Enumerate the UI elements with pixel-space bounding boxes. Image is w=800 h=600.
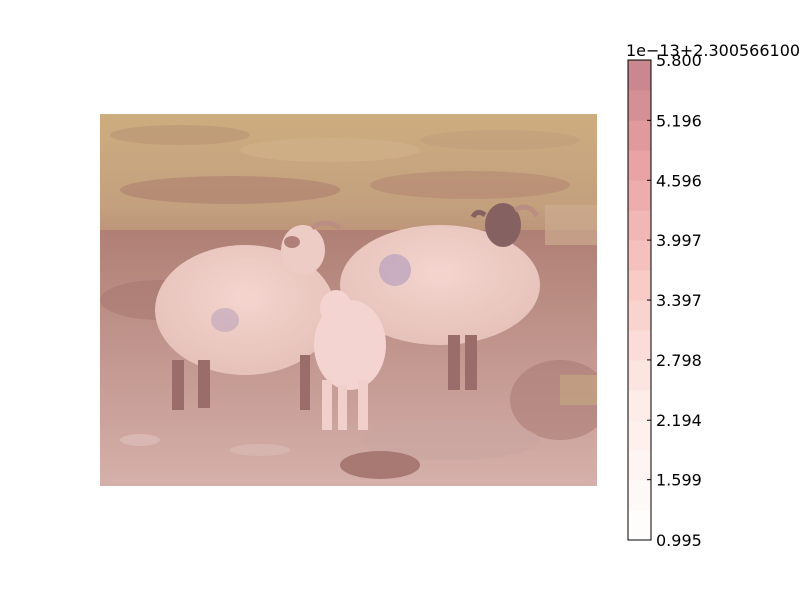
colorbar-level — [628, 510, 651, 541]
colorbar-level — [628, 450, 651, 481]
lamb — [314, 290, 386, 430]
colorbar-tick-label: 0.995 — [656, 531, 702, 550]
colorbar-tick-label: 5.196 — [656, 111, 702, 130]
colorbar-offset-label: 1e−13+2.300566100 — [626, 41, 800, 60]
colorbar-level — [628, 210, 651, 241]
colorbar-level — [628, 270, 651, 301]
colorbar-tick-label: 3.997 — [656, 231, 702, 250]
colorbar-level — [628, 180, 651, 211]
colorbar-level — [628, 480, 651, 511]
colorbar-tick-label: 2.798 — [656, 351, 702, 370]
colorbar-level — [628, 90, 651, 121]
sheep-right — [340, 203, 540, 390]
colorbar-level — [628, 360, 651, 391]
colorbar-tick-label: 5.800 — [656, 51, 702, 70]
colorbar-level — [628, 120, 651, 151]
colorbar-tick-label: 1.599 — [656, 471, 702, 490]
colorbar-level — [628, 330, 651, 361]
colorbar-level — [628, 60, 651, 91]
colorbar-level — [628, 150, 651, 181]
sheep-left — [155, 220, 342, 410]
colorbar-level — [628, 420, 651, 451]
colorbar-level — [628, 390, 651, 421]
heatmap-image — [100, 114, 597, 486]
colorbar-level — [628, 240, 651, 271]
colorbar-tick-label: 2.194 — [656, 411, 702, 430]
colorbar-tick-label: 4.596 — [656, 171, 702, 190]
colorbar: 0.995 1.599 2.194 2.798 3.397 3.997 4.596 5.196… — [627, 51, 702, 550]
colorbar-tick-label: 3.397 — [656, 291, 702, 310]
colorbar-level — [628, 300, 651, 331]
